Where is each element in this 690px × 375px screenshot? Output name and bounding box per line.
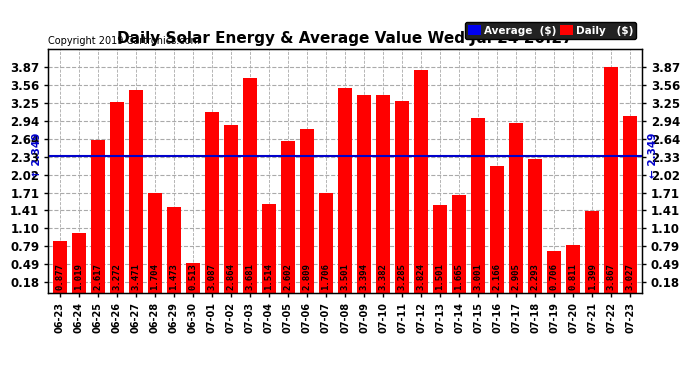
Bar — [414, 69, 428, 292]
Text: 3.272: 3.272 — [112, 263, 121, 290]
Bar — [300, 129, 314, 292]
Text: 1.019: 1.019 — [75, 263, 83, 290]
Text: 2.293: 2.293 — [531, 263, 540, 290]
Bar — [585, 211, 600, 292]
Bar — [623, 116, 638, 292]
Text: 1.501: 1.501 — [435, 263, 444, 290]
Text: 2.905: 2.905 — [512, 263, 521, 290]
Title: Daily Solar Energy & Average Value Wed Jul 24 20:27: Daily Solar Energy & Average Value Wed J… — [117, 31, 573, 46]
Text: 0.877: 0.877 — [55, 263, 64, 290]
Bar — [338, 88, 352, 292]
Bar — [148, 193, 162, 292]
Bar — [205, 112, 219, 292]
Text: 1.473: 1.473 — [169, 263, 178, 290]
Text: 3.824: 3.824 — [417, 263, 426, 290]
Text: 1.514: 1.514 — [264, 263, 273, 290]
Text: 1.704: 1.704 — [150, 263, 159, 290]
Text: 2.864: 2.864 — [226, 263, 235, 290]
Text: 1.399: 1.399 — [588, 263, 597, 290]
Text: 3.285: 3.285 — [397, 263, 406, 290]
Text: 3.681: 3.681 — [246, 263, 255, 290]
Text: 3.867: 3.867 — [607, 263, 615, 290]
Bar — [243, 78, 257, 292]
Text: 2.602: 2.602 — [284, 263, 293, 290]
Text: 3.382: 3.382 — [379, 263, 388, 290]
Bar — [395, 101, 409, 292]
Bar — [547, 251, 562, 292]
Bar — [604, 67, 618, 292]
Bar — [167, 207, 181, 292]
Bar — [128, 90, 143, 292]
Bar — [110, 102, 124, 292]
Bar — [490, 166, 504, 292]
Text: 2.166: 2.166 — [493, 263, 502, 290]
Bar — [52, 242, 67, 292]
Text: 3.394: 3.394 — [359, 263, 368, 290]
Bar — [319, 193, 333, 292]
Bar — [376, 95, 390, 292]
Text: 0.513: 0.513 — [188, 263, 197, 290]
Text: 3.501: 3.501 — [340, 263, 350, 290]
Bar — [281, 141, 295, 292]
Text: 3.471: 3.471 — [131, 263, 140, 290]
Text: 3.001: 3.001 — [473, 263, 482, 290]
Bar — [90, 140, 105, 292]
Text: 1.706: 1.706 — [322, 263, 331, 290]
Text: ↑ 2.349: ↑ 2.349 — [32, 133, 42, 178]
Bar — [357, 94, 371, 292]
Text: Copyright 2019 Cartronics.com: Copyright 2019 Cartronics.com — [48, 36, 200, 46]
Bar — [224, 126, 238, 292]
Bar — [471, 117, 485, 292]
Text: 2.617: 2.617 — [93, 263, 102, 290]
Bar — [452, 195, 466, 292]
Text: 3.027: 3.027 — [626, 263, 635, 290]
Bar — [566, 245, 580, 292]
Bar — [509, 123, 523, 292]
Text: 0.706: 0.706 — [550, 263, 559, 290]
Bar — [186, 262, 200, 292]
Text: 0.811: 0.811 — [569, 263, 578, 290]
Text: 1.665: 1.665 — [455, 263, 464, 290]
Bar — [72, 233, 86, 292]
Text: 2.809: 2.809 — [302, 263, 311, 290]
Text: 3.087: 3.087 — [208, 263, 217, 290]
Bar — [433, 205, 447, 292]
Bar — [528, 159, 542, 292]
Legend: Average  ($), Daily   ($): Average ($), Daily ($) — [465, 22, 636, 39]
Text: ← 2.349: ← 2.349 — [648, 133, 658, 178]
Bar — [262, 204, 276, 292]
